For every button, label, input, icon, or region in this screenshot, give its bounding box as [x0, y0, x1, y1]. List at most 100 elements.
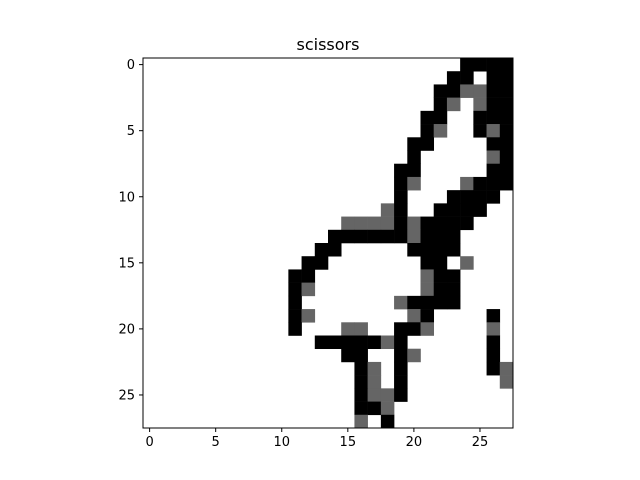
pixel-cell	[394, 190, 408, 204]
y-tick-label: 10	[118, 190, 135, 205]
pixel-cell	[420, 256, 435, 270]
pixel-cell	[486, 71, 501, 85]
x-tick-label: 20	[406, 435, 423, 450]
pixel-cell	[380, 401, 395, 416]
pixel-cell	[394, 229, 408, 244]
pixel-cell	[420, 110, 435, 125]
pixel-cell	[420, 295, 435, 310]
pixel-cell	[499, 71, 514, 85]
pixel-cell	[499, 163, 514, 178]
pixel-cell	[473, 110, 487, 125]
y-tick-label: 25	[118, 388, 135, 403]
pixel-cell	[367, 361, 382, 376]
pixel-cell	[394, 388, 408, 402]
pixel-cell	[341, 216, 355, 231]
pixel-cell	[394, 216, 408, 231]
pixel-cell	[341, 335, 355, 350]
y-tick-label: 20	[118, 322, 135, 337]
x-tick-label: 25	[472, 435, 489, 450]
pixel-cell	[407, 216, 421, 231]
x-tick-label: 10	[273, 435, 290, 450]
pixel-cell	[486, 361, 501, 376]
pixel-cell	[433, 84, 448, 98]
pixel-cell	[473, 97, 487, 112]
pixel-cell	[433, 256, 448, 270]
pixel-cell	[394, 322, 408, 336]
pixel-cell	[473, 84, 487, 98]
pixel-cell	[446, 190, 461, 204]
pixel-cell	[499, 84, 514, 98]
x-tick-label: 0	[145, 435, 153, 450]
pixel-cell	[486, 150, 501, 165]
x-tick-label: 15	[340, 435, 357, 450]
pixel-cell	[433, 203, 448, 217]
pixel-cell	[407, 150, 421, 165]
pixel-cell	[301, 309, 316, 323]
pixel-cell	[420, 243, 435, 257]
pixel-cell	[499, 375, 514, 389]
pixel-cell	[473, 190, 487, 204]
pixel-cell	[433, 243, 448, 257]
x-axis: 0 5 10 15 20 25	[145, 428, 488, 450]
pixel-cell	[473, 176, 487, 191]
pixel-cell	[446, 71, 461, 85]
axes-frame	[142, 57, 514, 429]
pixel-cell	[407, 137, 421, 151]
pixel-cell	[407, 176, 421, 191]
pixel-cell	[367, 229, 382, 244]
pixel-cell	[314, 243, 329, 257]
pixel-cell	[499, 137, 514, 151]
pixel-cell	[407, 309, 421, 323]
pixel-cell	[394, 203, 408, 217]
pixel-cell	[394, 335, 408, 350]
pixel-cell	[486, 124, 501, 138]
pixel-cell	[354, 335, 368, 350]
pixel-cell	[499, 58, 514, 72]
x-tick-label: 5	[212, 435, 220, 450]
pixel-cell	[499, 361, 514, 376]
pixel-cell	[301, 282, 316, 297]
pixel-cell	[314, 256, 329, 270]
pixel-cell	[446, 97, 461, 112]
pixel-cell	[446, 282, 461, 297]
pixel-cell	[354, 361, 368, 376]
pixel-cell	[380, 388, 395, 402]
pixel-cell	[420, 269, 435, 283]
pixel-cell	[380, 203, 395, 217]
pixel-cell	[341, 348, 355, 363]
pixel-cell	[460, 256, 474, 270]
pixel-cell	[394, 295, 408, 310]
image-cells	[288, 58, 514, 429]
pixel-cell	[354, 216, 368, 231]
pixel-cell	[380, 229, 395, 244]
pixel-cell	[367, 335, 382, 350]
pixel-cell	[486, 58, 501, 72]
pixel-cell	[380, 414, 395, 429]
y-axis: 0 5 10 15 20 25	[118, 58, 143, 403]
pixel-cell	[288, 295, 302, 310]
pixel-cell	[407, 163, 421, 178]
pixel-cell	[486, 348, 501, 363]
pixel-cell	[446, 84, 461, 98]
pixel-cell	[446, 269, 461, 283]
pixel-cell	[486, 335, 501, 350]
pixel-cell	[407, 295, 421, 310]
pixel-cell	[288, 322, 302, 336]
pixel-cell	[433, 216, 448, 231]
pixel-cell	[380, 335, 395, 350]
pixel-cell	[394, 361, 408, 376]
pixel-cell	[446, 203, 461, 217]
pixel-cell	[354, 401, 368, 416]
chart-title: scissors	[297, 35, 360, 54]
pixel-cell	[354, 388, 368, 402]
pixel-cell	[288, 309, 302, 323]
pixel-cell	[460, 58, 474, 72]
pixel-cell	[499, 97, 514, 112]
pixel-cell	[486, 97, 501, 112]
pixel-cell	[446, 243, 461, 257]
pixel-cell	[460, 216, 474, 231]
y-tick-label: 15	[118, 256, 135, 271]
pixel-cell	[420, 229, 435, 244]
pixel-cell	[460, 176, 474, 191]
